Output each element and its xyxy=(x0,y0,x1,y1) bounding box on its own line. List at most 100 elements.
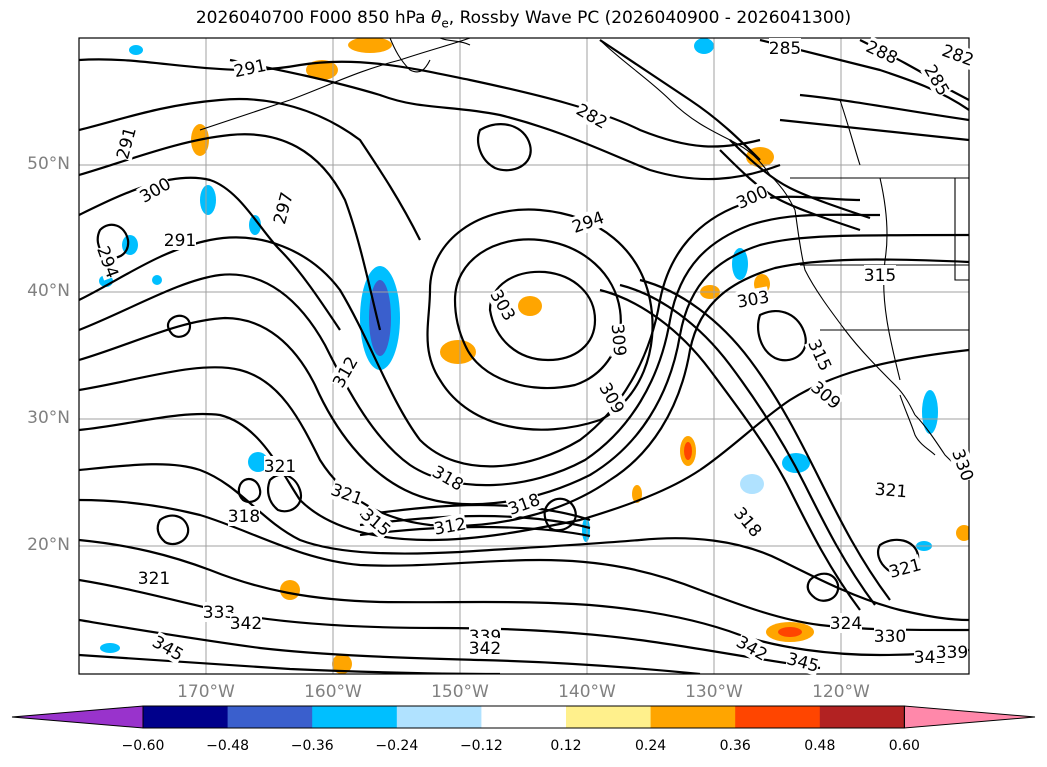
contour-label: 294 xyxy=(569,207,607,238)
colorbar-tick-label: 0.12 xyxy=(550,738,582,754)
blue-patch-inner xyxy=(369,280,391,356)
colorbar-border xyxy=(142,705,905,729)
contour-label-text: 321 xyxy=(264,457,296,477)
contour-label-background xyxy=(607,323,631,357)
contour-label-background xyxy=(936,642,968,662)
contour-label: 291 xyxy=(232,54,268,82)
blue-patch xyxy=(129,45,143,55)
lon-label-150w: 150°W xyxy=(431,682,489,702)
contour-label-background xyxy=(569,207,607,237)
contour-label: 333 xyxy=(203,602,235,623)
contour-label-background xyxy=(886,554,924,582)
colorbar-tick-label: 0.60 xyxy=(888,738,920,754)
contour-label-background xyxy=(830,613,862,633)
contour-label-background xyxy=(328,353,362,391)
contour-label-background xyxy=(138,568,170,588)
contour-label: 300 xyxy=(136,173,175,208)
contour-label: 324 xyxy=(830,613,862,634)
colorbar-segment xyxy=(481,706,567,728)
contour-label-text: 282 xyxy=(572,100,610,134)
colorbar-segment xyxy=(650,706,736,728)
colorbar-tick-label: −0.36 xyxy=(290,738,334,754)
contour-label: 288 xyxy=(863,36,901,69)
contour-label-background xyxy=(164,230,196,250)
contour-label-background xyxy=(269,189,297,227)
colorbar-segment xyxy=(396,706,482,728)
contour-label: 330 xyxy=(947,446,978,484)
contour-label-background xyxy=(874,478,908,502)
contour-label-background xyxy=(784,648,822,676)
contour-label: 321 xyxy=(886,554,924,583)
contour-label-text: 324 xyxy=(830,614,862,634)
contour-label: 318 xyxy=(729,503,766,542)
contour-label-background xyxy=(203,602,235,622)
contour-label-background xyxy=(264,456,296,476)
contour-label-text: 321 xyxy=(328,480,365,510)
blue-patch xyxy=(249,215,261,235)
lat-label-20n: 20°N xyxy=(27,535,70,555)
contour-label-text: 342 xyxy=(230,614,262,634)
contour-label-background xyxy=(573,99,611,133)
colorbar-tick-label: 0.24 xyxy=(635,738,667,754)
colorbar-segment xyxy=(312,706,398,728)
contour-label-background xyxy=(863,36,901,68)
contour-label-text: 330 xyxy=(947,447,977,484)
contour-label-text: 309 xyxy=(806,378,844,414)
contour-label: 345 xyxy=(784,648,822,677)
colorbar-segment xyxy=(819,706,905,728)
colorbar-segment xyxy=(143,706,229,728)
contour-label: 318 xyxy=(428,461,467,496)
colorbar xyxy=(11,705,1036,729)
contour-label: 309 xyxy=(607,323,631,357)
colorbar-segment xyxy=(227,706,313,728)
colorbar-segment xyxy=(735,706,821,728)
lon-label-130w: 130°W xyxy=(685,682,743,702)
contour-label-background xyxy=(136,173,174,207)
contour-label: 297 xyxy=(269,189,298,227)
colorbar-tick-label: −0.60 xyxy=(121,738,165,754)
contour-label-text: 294 xyxy=(570,208,607,238)
contour-label-background xyxy=(807,377,845,413)
contour-label-background xyxy=(232,54,268,82)
contour-label: 342 xyxy=(230,613,262,634)
lat-label-30n: 30°N xyxy=(27,408,70,428)
theta-e-contours xyxy=(79,38,969,674)
contour-label-text: 312 xyxy=(329,353,363,391)
contour-label-background xyxy=(432,513,468,539)
contour-label-text: 318 xyxy=(729,504,765,542)
contour-label-background xyxy=(93,243,123,281)
contour-label: 330 xyxy=(874,626,906,647)
contour-label-background xyxy=(769,38,801,58)
contour-label-background xyxy=(112,124,140,162)
contour-label: 339 xyxy=(936,642,968,663)
orange-patch xyxy=(348,38,392,53)
contour-label-background xyxy=(920,61,954,99)
contour-label-text: 294 xyxy=(92,244,122,281)
contour-label-background xyxy=(804,336,836,374)
contour-label-text: 303 xyxy=(735,287,770,312)
contour-label-background xyxy=(864,265,896,285)
contour-label-text: 321 xyxy=(874,480,908,503)
red-patch xyxy=(778,627,802,637)
contour-label-background xyxy=(733,181,771,213)
contour-label-text: 309 xyxy=(594,379,628,417)
contour-label: 300 xyxy=(733,181,771,214)
blue-patch xyxy=(152,275,162,285)
contour-label-text: 315 xyxy=(864,266,896,286)
contour-label-text: 282 xyxy=(939,41,976,71)
blue-patch xyxy=(100,643,120,653)
contour-label-background xyxy=(595,379,629,417)
lon-label-140w: 140°W xyxy=(558,682,616,702)
contour-label-text: 315 xyxy=(803,336,835,374)
contour-label: 282 xyxy=(572,99,611,134)
orange-patch xyxy=(332,654,352,674)
contour-label: 291 xyxy=(164,230,196,251)
contour-label-background xyxy=(948,446,978,484)
contour-label-background xyxy=(149,631,187,665)
orange-patch xyxy=(440,340,476,364)
contour-label-text: 309 xyxy=(607,323,630,357)
contour-label: 285 xyxy=(919,61,954,100)
contour-label-background xyxy=(505,489,543,519)
contour-label-background xyxy=(735,286,771,312)
